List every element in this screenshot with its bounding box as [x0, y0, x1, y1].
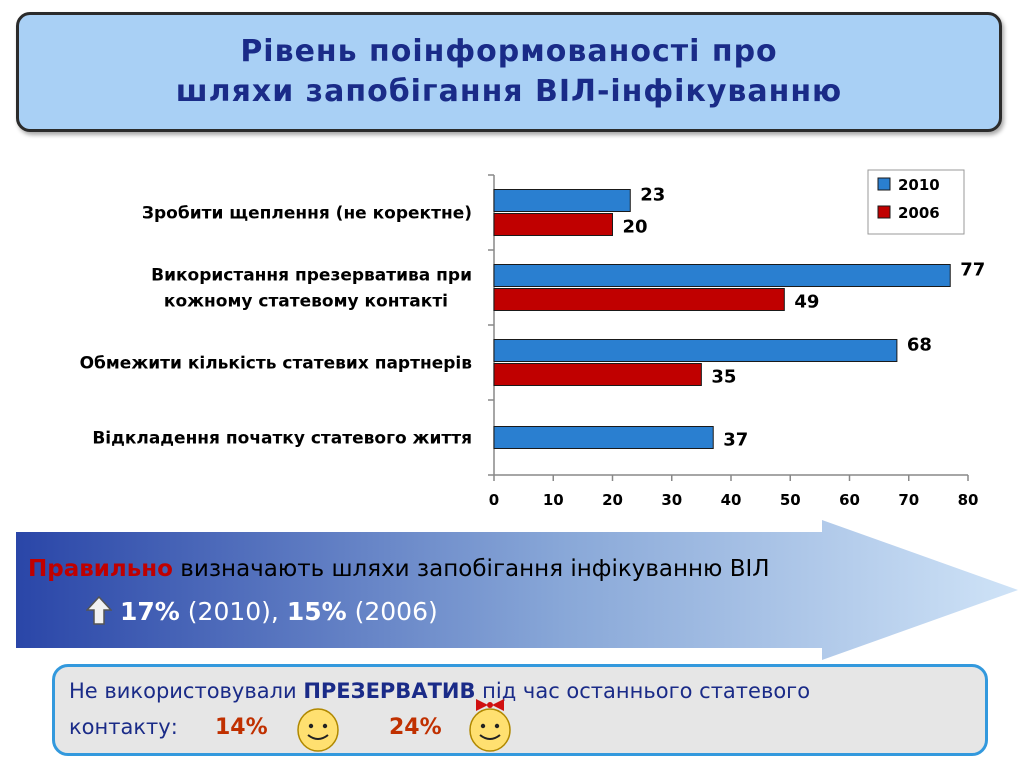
bar-2006	[493, 288, 785, 311]
x-tick-label: 0	[489, 491, 499, 509]
arrow-line-1: Правильно визначають шляхи запобігання і…	[28, 556, 770, 582]
pct-boys: 14%	[215, 715, 268, 740]
bar-chart: 0 10 20 30 40 50 60 70 80 23 20 Зробити щеплення (н…	[80, 169, 985, 509]
up-arrow-icon	[86, 596, 112, 625]
smiley-boy-icon	[297, 708, 339, 752]
data-label-2010: 23	[640, 185, 665, 206]
x-tick-label: 10	[543, 491, 564, 509]
x-tick-label: 60	[839, 491, 860, 509]
condom-usage-box: Не використовували ПРЕЗЕРВАТИВ під час о…	[52, 664, 988, 756]
condom-line-1-a: Не використовували	[69, 679, 304, 703]
year-2010: (2010),	[179, 596, 287, 626]
arrow-shape	[16, 520, 1018, 660]
x-tick-label: 30	[661, 491, 682, 509]
bar-2010	[493, 264, 951, 287]
condom-word: ПРЕЗЕРВАТИВ	[303, 679, 476, 703]
bar-2010	[493, 426, 714, 449]
x-tick-label: 80	[958, 491, 979, 509]
category-label: Обмежити кількість статевих партнерів	[80, 354, 473, 374]
condom-line-1: Не використовували ПРЕЗЕРВАТИВ під час о…	[69, 679, 810, 703]
smiley-girl-icon	[469, 699, 511, 752]
legend-label-2006: 2006	[898, 204, 940, 222]
data-label-2006: 20	[623, 217, 648, 238]
category-label: Використання презерватива при	[151, 266, 472, 286]
bar-2006	[493, 363, 702, 386]
data-label-2010: 37	[723, 430, 748, 451]
x-tick-label: 20	[602, 491, 623, 509]
x-tick-label: 50	[780, 491, 801, 509]
bar-2006	[493, 213, 613, 236]
year-2006: (2006)	[346, 596, 438, 626]
legend-swatch-2006	[877, 205, 891, 219]
title-banner: Рівень поінформованості про шляхи запобі…	[16, 12, 1002, 132]
data-label-2010: 68	[907, 335, 932, 356]
category-label: Відкладення початку статевого життя	[92, 429, 472, 449]
pct-girls: 24%	[389, 715, 442, 740]
bar-2010	[493, 339, 898, 362]
arrow-line-2: 17% (2010), 15% (2006)	[86, 596, 438, 626]
condom-line-1-b: під час останнього статевого	[475, 679, 811, 703]
title-line-1: Рівень поінформованості про	[240, 34, 778, 69]
category-label: кожному статевому контакті	[164, 292, 448, 312]
condom-line-2: контакту:	[69, 715, 178, 739]
pct-2006: 15%	[286, 596, 347, 626]
big-arrow-banner	[16, 520, 1018, 660]
arrow-line-1-rest: визначають шляхи запобігання інфікуванню…	[173, 556, 770, 582]
category-label: Зробити щеплення (не коректне)	[142, 204, 472, 224]
x-tick-label: 70	[898, 491, 919, 509]
correct-word: Правильно	[28, 556, 173, 582]
bar-2010	[493, 189, 631, 212]
legend-label-2010: 2010	[898, 176, 940, 194]
data-label-2006: 35	[711, 367, 736, 388]
data-label-2006: 49	[794, 292, 819, 313]
data-label-2010: 77	[960, 260, 985, 281]
legend-swatch-2010	[877, 177, 891, 191]
x-tick-label: 40	[721, 491, 742, 509]
pct-2010: 17%	[120, 596, 180, 626]
title-line-2: шляхи запобігання ВІЛ-інфікуванню	[175, 74, 843, 109]
